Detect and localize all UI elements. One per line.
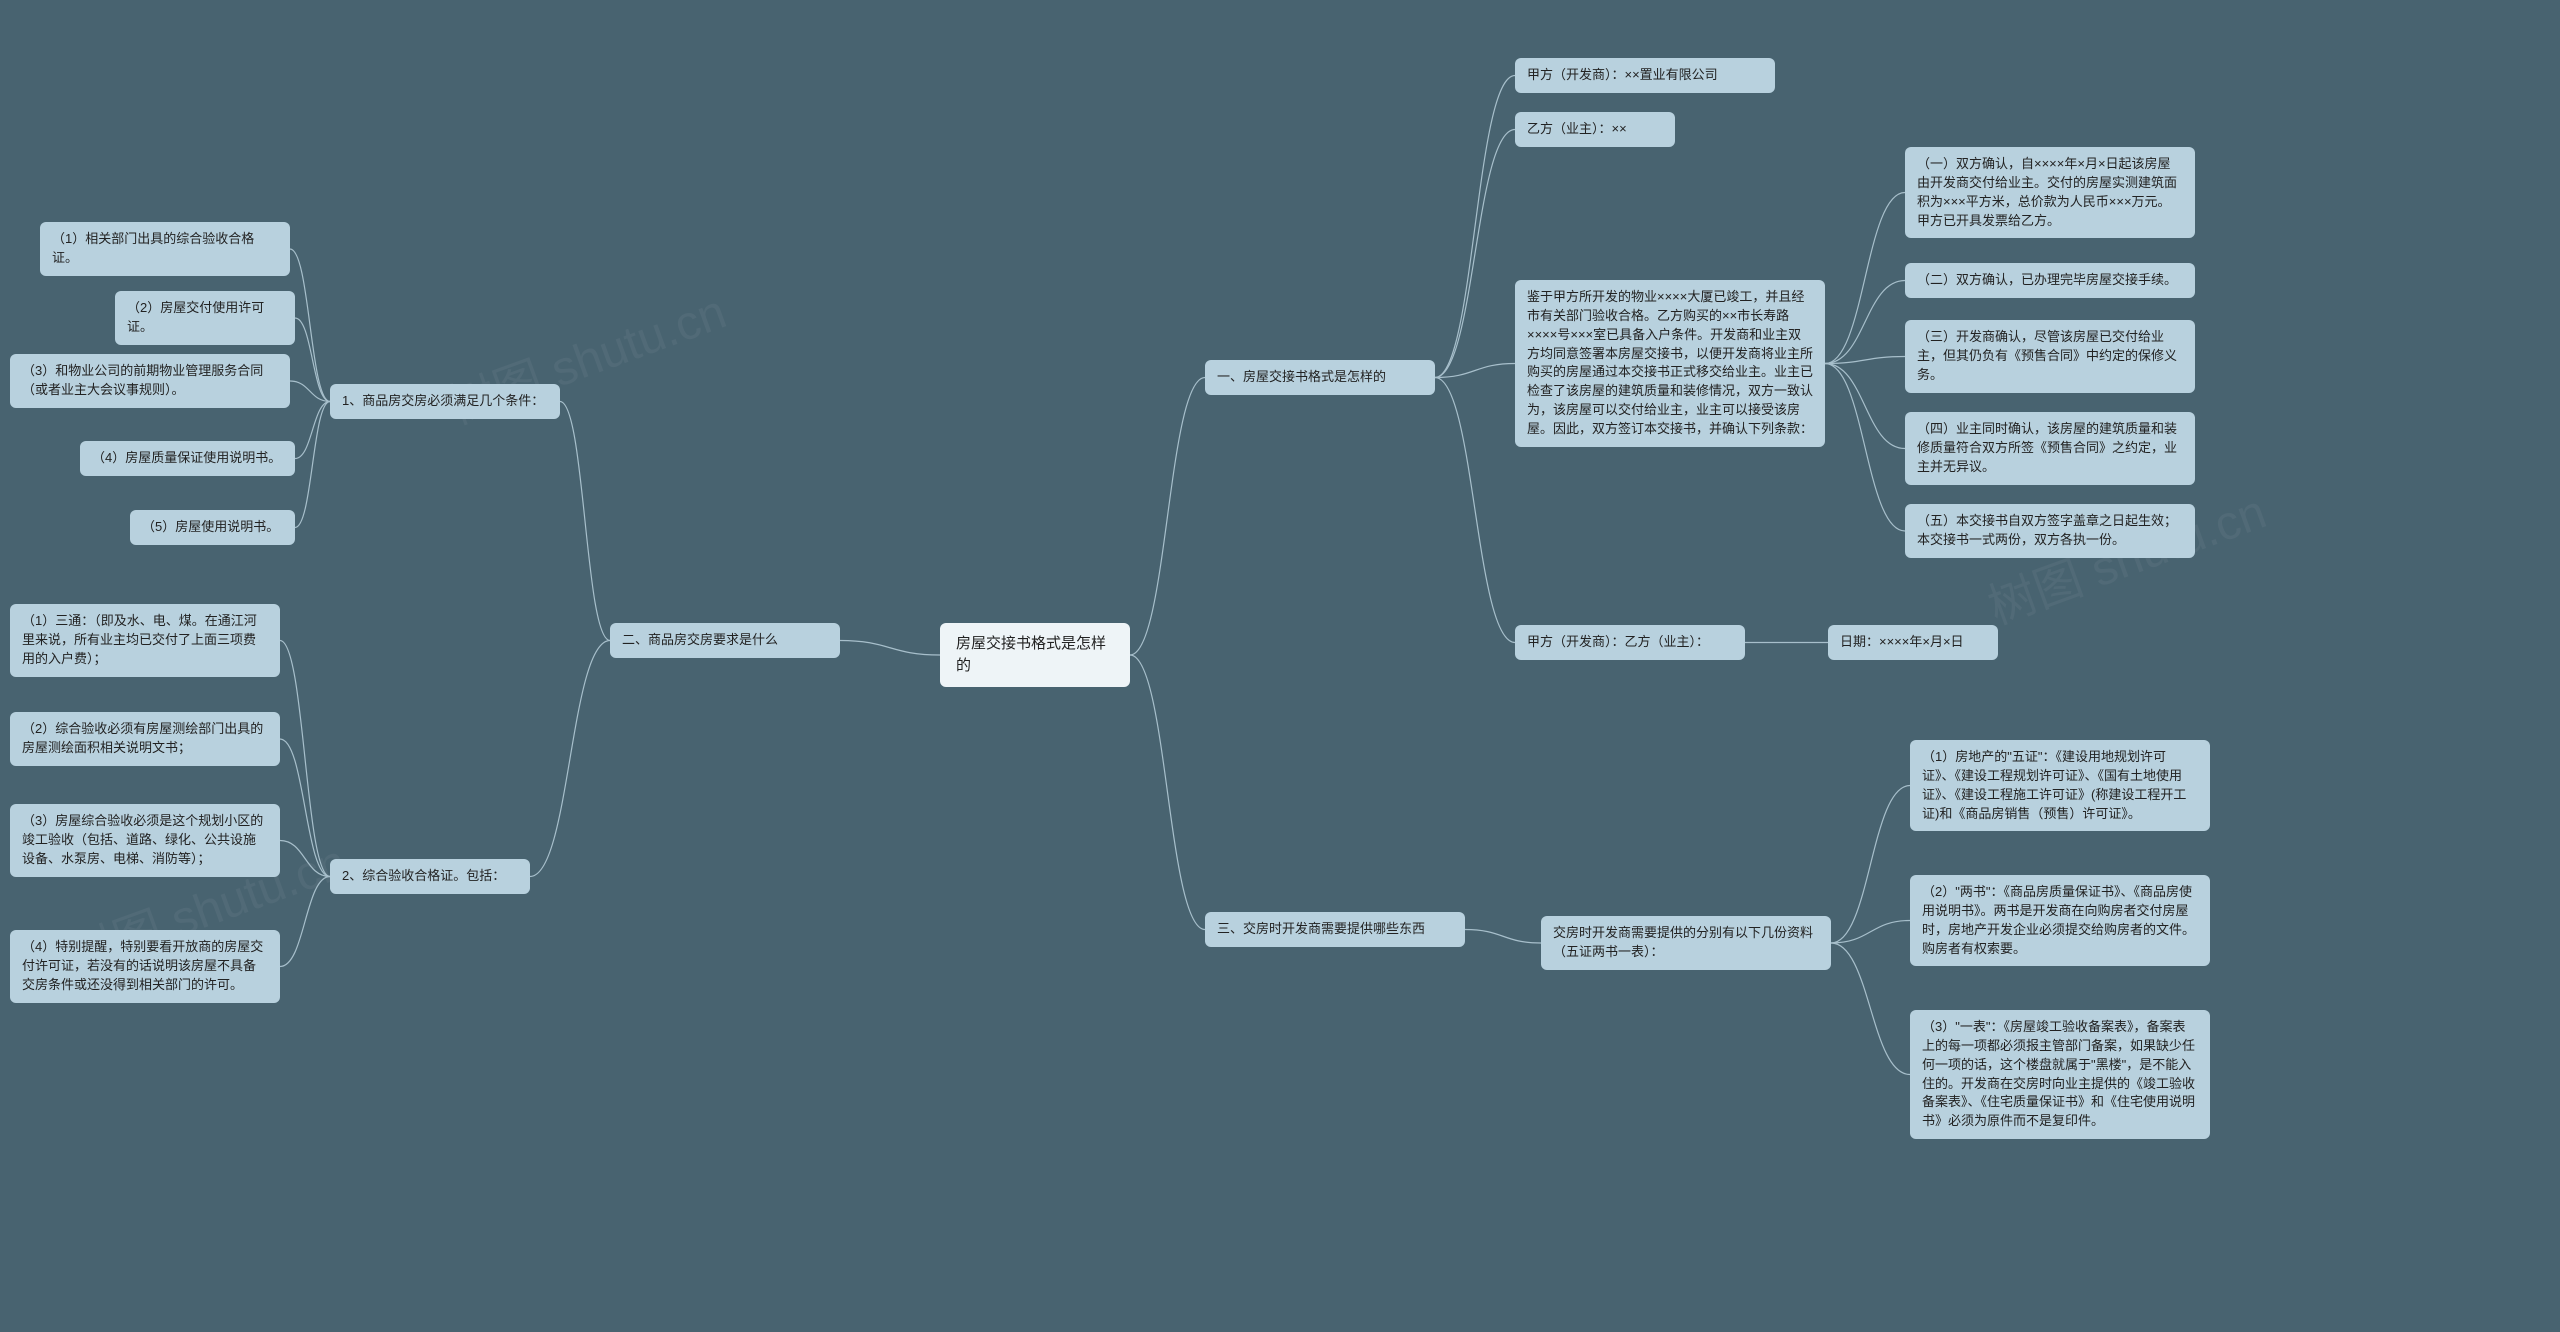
c4-child-1[interactable]: 日期：××××年×月×日: [1828, 625, 1998, 660]
c6-child-1[interactable]: （1）相关部门出具的综合验收合格证。: [40, 222, 290, 276]
c7-child-4[interactable]: （4）特别提醒，特别要看开放商的房屋交付许可证，若没有的话说明该房屋不具备交房条…: [10, 930, 280, 1003]
branch-2-node[interactable]: 三、交房时开发商需要提供哪些东西: [1205, 912, 1465, 947]
c7-child-3[interactable]: （3）房屋综合验收必须是这个规划小区的竣工验收（包括、道路、绿化、公共设施设备、…: [10, 804, 280, 877]
c6-child-3[interactable]: （3）和物业公司的前期物业管理服务合同（或者业主大会议事规则）。: [10, 354, 290, 408]
c3-child-3[interactable]: （三）开发商确认，尽管该房屋已交付给业主，但其仍负有《预售合同》中约定的保修义务…: [1905, 320, 2195, 393]
c6-child-5[interactable]: （5）房屋使用说明书。: [130, 510, 295, 545]
b1-child-4[interactable]: 甲方（开发商）：乙方（业主）：: [1515, 625, 1745, 660]
b1-child-1[interactable]: 甲方（开发商）：××置业有限公司: [1515, 58, 1775, 93]
c7-child-1[interactable]: （1）三通：（即及水、电、煤。在通江河里来说，所有业主均已交付了上面三项费用的入…: [10, 604, 280, 677]
b3-child-1[interactable]: 1、商品房交房必须满足几个条件：: [330, 384, 560, 419]
c3-child-4[interactable]: （四）业主同时确认，该房屋的建筑质量和装修质量符合双方所签《预售合同》之约定，业…: [1905, 412, 2195, 485]
root-node[interactable]: 房屋交接书格式是怎样的: [940, 623, 1130, 687]
branch-3-node[interactable]: 二、商品房交房要求是什么: [610, 623, 840, 658]
c5-child-2[interactable]: （2）"两书"：《商品房质量保证书》、《商品房使用说明书》。两书是开发商在向购房…: [1910, 875, 2210, 966]
c7-child-2[interactable]: （2）综合验收必须有房屋测绘部门出具的房屋测绘面积相关说明文书；: [10, 712, 280, 766]
c5-child-1[interactable]: （1）房地产的"五证"：《建设用地规划许可证》、《建设工程规划许可证》、《国有土…: [1910, 740, 2210, 831]
branch-1-node[interactable]: 一、房屋交接书格式是怎样的: [1205, 360, 1435, 395]
c5-child-3[interactable]: （3）"一表"：《房屋竣工验收备案表》，备案表上的每一项都必须报主管部门备案，如…: [1910, 1010, 2210, 1139]
c3-child-5[interactable]: （五）本交接书自双方签字盖章之日起生效；本交接书一式两份，双方各执一份。: [1905, 504, 2195, 558]
b3-child-2[interactable]: 2、综合验收合格证。包括：: [330, 859, 530, 894]
b2-child-1[interactable]: 交房时开发商需要提供的分别有以下几份资料（五证两书一表）：: [1541, 916, 1831, 970]
b1-child-2[interactable]: 乙方（业主）：××: [1515, 112, 1675, 147]
c6-child-4[interactable]: （4）房屋质量保证使用说明书。: [80, 441, 295, 476]
b1-child-3[interactable]: 鉴于甲方所开发的物业××××大厦已竣工，并且经市有关部门验收合格。乙方购买的××…: [1515, 280, 1825, 447]
c3-child-2[interactable]: （二）双方确认，已办理完毕房屋交接手续。: [1905, 263, 2195, 298]
c6-child-2[interactable]: （2）房屋交付使用许可证。: [115, 291, 295, 345]
c3-child-1[interactable]: （一）双方确认，自××××年×月×日起该房屋由开发商交付给业主。交付的房屋实测建…: [1905, 147, 2195, 238]
